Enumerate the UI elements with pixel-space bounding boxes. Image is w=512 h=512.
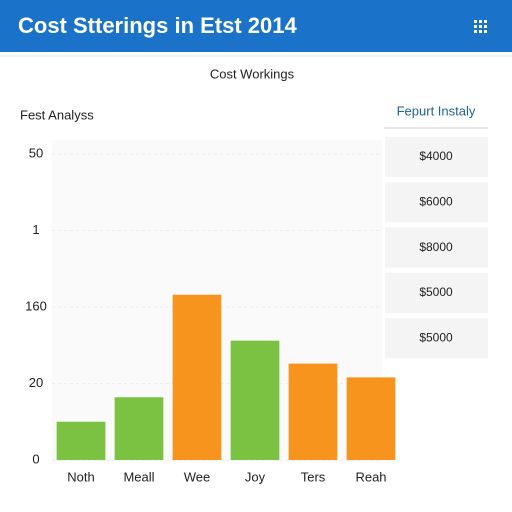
bar <box>230 340 280 460</box>
y-tick-label: 1 <box>32 222 39 237</box>
x-tick-label: Joy <box>245 469 266 484</box>
y-tick-label: 0 <box>32 451 39 466</box>
menu-icon[interactable] <box>474 20 487 33</box>
panel-item-label: $5000 <box>419 330 453 344</box>
y-tick-label: 160 <box>25 298 47 313</box>
panel-item-label: $5000 <box>419 285 453 299</box>
x-tick-label: Reah <box>355 469 386 484</box>
panel-item-label: $4000 <box>419 149 453 163</box>
header-bar <box>0 0 512 52</box>
x-tick-label: Noth <box>67 469 94 484</box>
chart-subtitle: Fest Analyss <box>20 107 94 122</box>
bar <box>346 377 396 460</box>
panel-item[interactable] <box>385 227 488 268</box>
header-title: Cost Stterings in Etst 2014 <box>18 13 298 38</box>
panel-item-label: $8000 <box>419 240 453 254</box>
bar <box>172 294 222 460</box>
y-tick-label: 20 <box>29 375 43 390</box>
x-tick-label: Wee <box>184 469 211 484</box>
panel-item[interactable] <box>385 137 488 177</box>
y-tick-label: 50 <box>29 145 43 160</box>
panel-item[interactable] <box>385 318 488 359</box>
chart-title: Cost Workings <box>210 66 295 81</box>
panel-title: Fepurt Instaly <box>397 103 476 118</box>
x-tick-label: Ters <box>301 469 326 484</box>
bar <box>114 397 164 460</box>
x-tick-label: Meall <box>123 469 154 484</box>
bar <box>288 363 338 460</box>
bar <box>56 421 106 460</box>
panel-item-label: $6000 <box>419 194 453 208</box>
panel-item[interactable] <box>385 182 488 223</box>
panel-item[interactable] <box>385 272 488 313</box>
